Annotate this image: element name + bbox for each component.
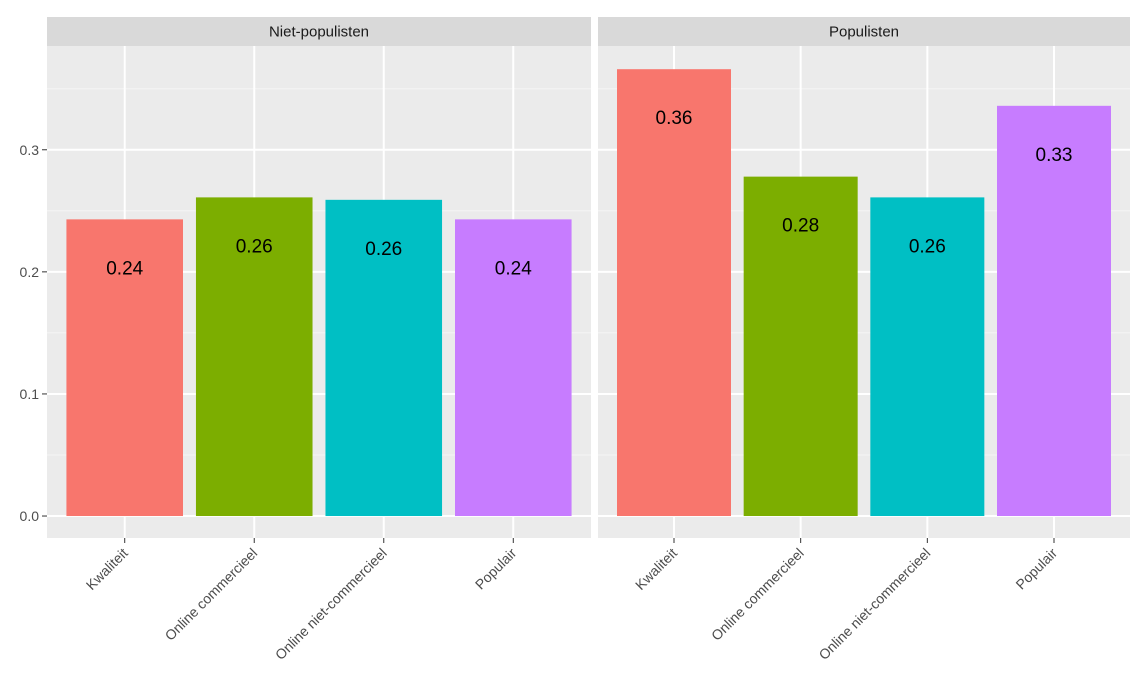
bar-2-3 (870, 197, 985, 517)
bar-value-label: 0.33 (1036, 145, 1073, 166)
bar-value-label: 0.26 (365, 239, 402, 260)
x-tick-label: Kwaliteit (83, 545, 131, 593)
facet-strip-2 (598, 17, 1130, 46)
facet-strip-1 (47, 17, 591, 46)
bar-1-2 (195, 197, 313, 517)
y-tick-label: 0.2 (20, 264, 40, 280)
facet-strip-title-1: Niet-populisten (269, 24, 369, 41)
y-tick-label: 0.0 (20, 508, 40, 524)
bar-value-label: 0.28 (782, 216, 819, 237)
bar-1-3 (325, 199, 443, 517)
bar-value-label: 0.24 (495, 258, 532, 279)
bar-1-1 (66, 219, 183, 517)
y-tick-label: 0.3 (20, 142, 40, 158)
x-tick-label: Online niet-commercieel (272, 545, 390, 663)
x-tick-label: Online commercieel (162, 545, 261, 644)
bar-value-label: 0.36 (656, 108, 693, 129)
bar-value-label: 0.26 (236, 236, 273, 257)
bar-2-2 (743, 176, 858, 517)
x-tick-label: Populair (472, 545, 520, 593)
bar-2-1 (617, 69, 731, 517)
bar-2-4 (997, 105, 1111, 517)
bar-value-label: 0.24 (106, 258, 143, 279)
x-tick-label: Populair (1012, 545, 1060, 593)
facet-strip-title-2: Populisten (829, 24, 899, 41)
x-tick-label: Online commercieel (708, 545, 807, 644)
x-tick-label: Kwaliteit (632, 545, 680, 593)
y-tick-label: 0.1 (20, 386, 40, 402)
bar-1-4 (455, 219, 572, 517)
x-tick-label: Online niet-commercieel (815, 545, 933, 663)
bar-value-label: 0.26 (909, 236, 946, 257)
